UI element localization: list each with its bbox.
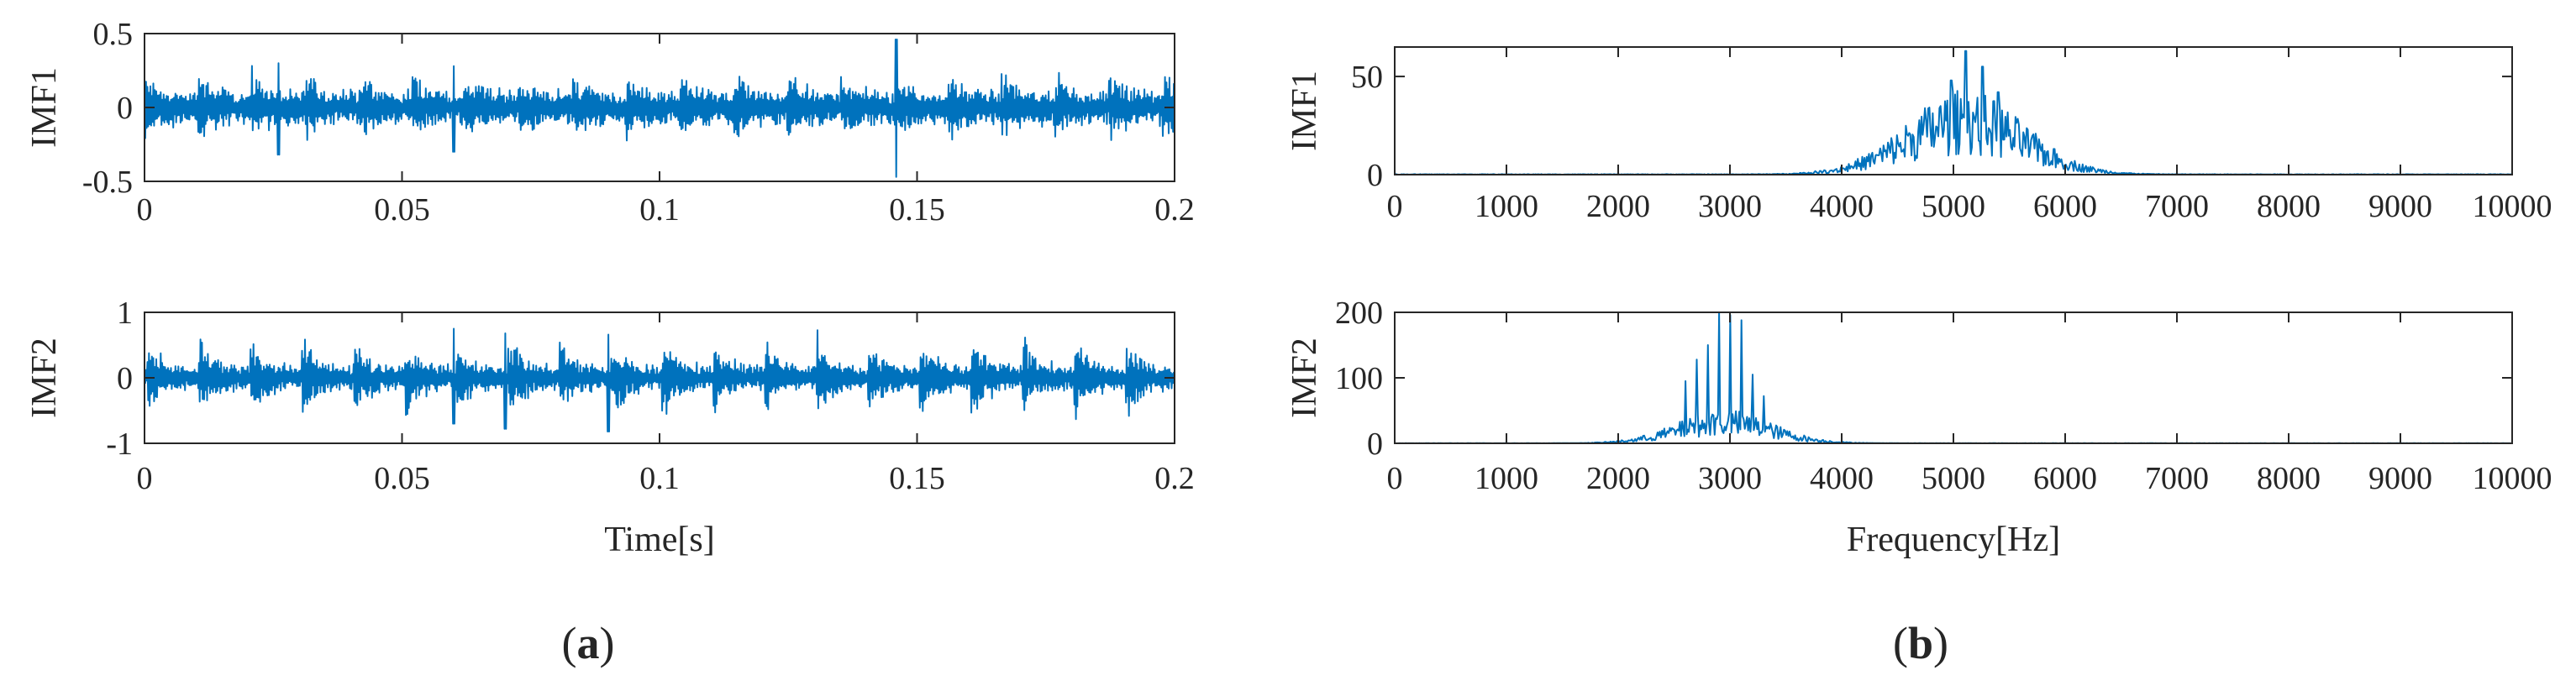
y-axis-label: IMF2 bbox=[25, 338, 64, 418]
x-tick-label: 4000 bbox=[1810, 189, 1874, 224]
x-tick-label: 10000 bbox=[2473, 189, 2552, 224]
x-tick-label: 6000 bbox=[2033, 189, 2097, 224]
panel-label-b: (b) bbox=[1893, 618, 1948, 668]
y-tick-label: 0 bbox=[1367, 158, 1383, 193]
signal-line-a-imf2 bbox=[145, 327, 1175, 432]
x-tick-label: 0.15 bbox=[889, 192, 945, 228]
x-tick-label: 2000 bbox=[1586, 461, 1650, 496]
panel-b-imf1-axes: 0 1000 2000 3000 4000 5000 6000 7000 8000 9000 100… bbox=[1285, 46, 2552, 224]
signal-line-b-imf1 bbox=[1395, 50, 2512, 175]
y-axis-label: IMF2 bbox=[1285, 338, 1324, 418]
y-tick-label: 1 bbox=[117, 296, 133, 331]
x-tick-label: 1000 bbox=[1475, 461, 1538, 496]
x-tick-label: 0 bbox=[1387, 189, 1403, 224]
x-tick-label: 0.05 bbox=[374, 192, 430, 228]
x-tick-label: 5000 bbox=[1921, 189, 1985, 224]
x-tick-label: 3000 bbox=[1698, 189, 1762, 224]
x-tick-label: 10000 bbox=[2473, 461, 2552, 496]
signal-line-a-imf1 bbox=[145, 39, 1175, 178]
x-tick-label: 1000 bbox=[1475, 189, 1538, 224]
x-tick-label: 8000 bbox=[2257, 461, 2321, 496]
panel-b-imf2-axes: 0 1000 2000 3000 4000 5000 6000 7000 8000 9000 100… bbox=[1285, 296, 2552, 559]
y-tick-label: 50 bbox=[1351, 60, 1383, 95]
x-tick-label: 7000 bbox=[2145, 461, 2209, 496]
y-tick-label: -1 bbox=[106, 427, 133, 462]
x-tick-label: 6000 bbox=[2033, 461, 2097, 496]
y-tick-label: 0.5 bbox=[93, 17, 134, 52]
x-tick-label: 5000 bbox=[1921, 461, 1985, 496]
y-tick-label: 0 bbox=[117, 361, 133, 396]
x-tick-label: 9000 bbox=[2368, 461, 2432, 496]
y-axis-label: IMF1 bbox=[1285, 71, 1324, 151]
y-tick-label: -0.5 bbox=[82, 165, 133, 200]
x-tick-label: 2000 bbox=[1586, 189, 1650, 224]
signal-line-b-imf2 bbox=[1395, 312, 2512, 443]
y-tick-label: 100 bbox=[1335, 361, 1383, 396]
x-tick-label: 0.1 bbox=[639, 461, 680, 496]
y-axis-label: IMF1 bbox=[25, 67, 64, 148]
x-tick-label: 0 bbox=[137, 192, 153, 228]
axes-box bbox=[1394, 311, 2513, 444]
x-tick-label: 9000 bbox=[2368, 189, 2432, 224]
y-tick-label: 0 bbox=[117, 91, 133, 126]
x-tick-label: 0 bbox=[1387, 461, 1403, 496]
x-tick-label: 0.1 bbox=[639, 192, 680, 228]
x-tick-label: 3000 bbox=[1698, 461, 1762, 496]
x-tick-label: 4000 bbox=[1810, 461, 1874, 496]
x-tick-label: 0.05 bbox=[374, 461, 430, 496]
x-tick-label: 7000 bbox=[2145, 189, 2209, 224]
y-tick-label: 0 bbox=[1367, 427, 1383, 462]
panel-label-a: (a) bbox=[562, 618, 615, 668]
x-axis-label: Time[s] bbox=[604, 521, 714, 559]
x-tick-label: 0.2 bbox=[1154, 192, 1195, 228]
x-tick-label: 0.2 bbox=[1154, 461, 1195, 496]
x-axis-label: Frequency[Hz] bbox=[1847, 521, 2060, 559]
y-tick-label: 200 bbox=[1335, 296, 1383, 331]
x-tick-label: 0 bbox=[137, 461, 153, 496]
x-tick-label: 8000 bbox=[2257, 189, 2321, 224]
x-tick-label: 0.15 bbox=[889, 461, 945, 496]
